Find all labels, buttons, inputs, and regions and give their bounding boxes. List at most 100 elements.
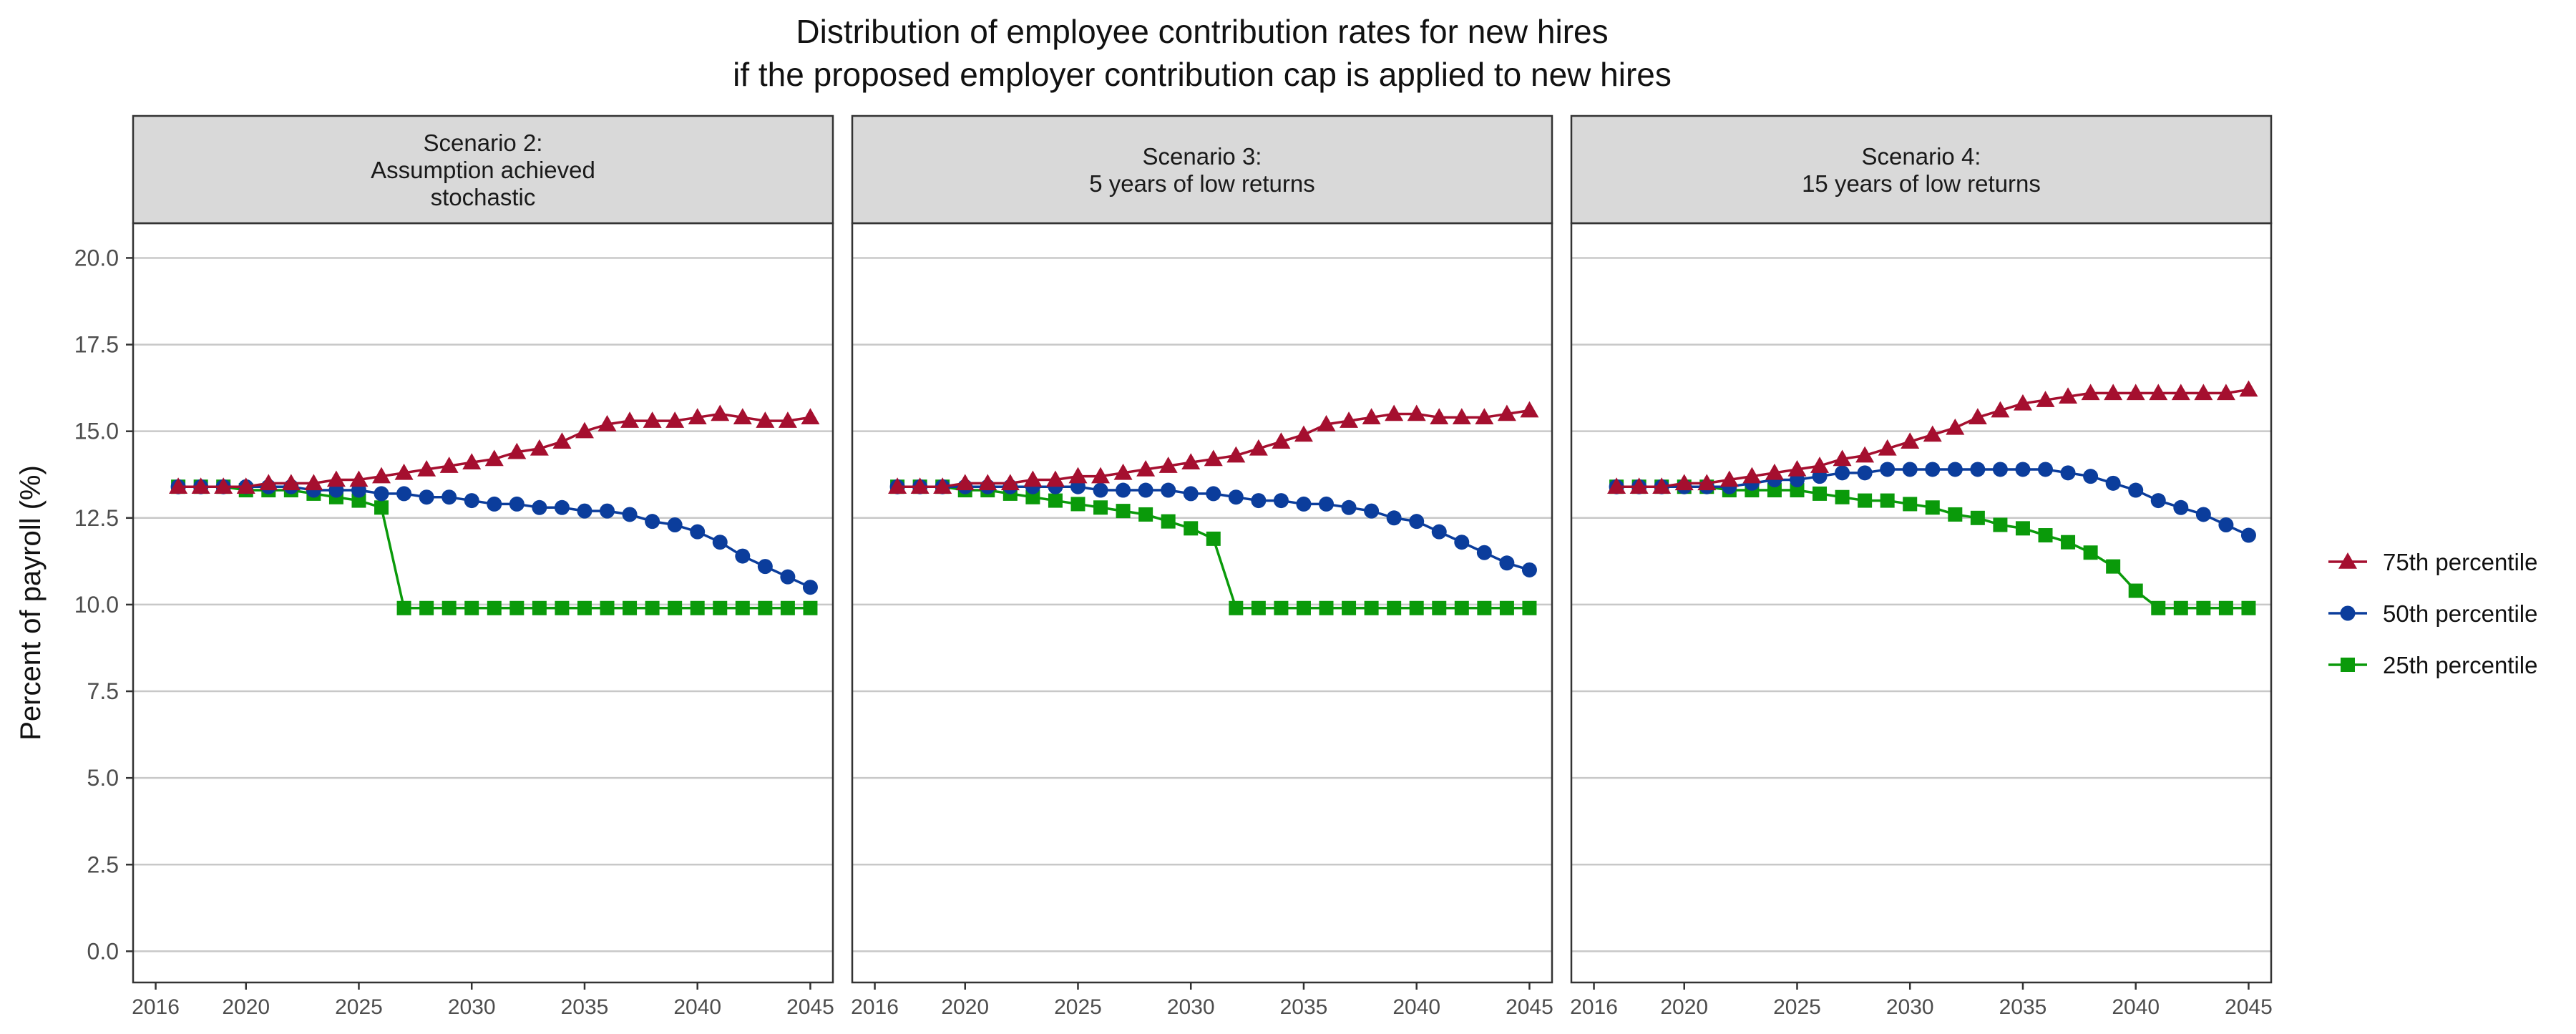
- x-tick-label: 2025: [335, 995, 383, 1019]
- data-point: [259, 474, 278, 491]
- data-point: [374, 486, 389, 502]
- x-tick-label: 2016: [132, 995, 180, 1019]
- data-point: [2061, 535, 2076, 550]
- data-point: [575, 421, 594, 439]
- data-point: [758, 600, 773, 615]
- data-point: [1925, 462, 1941, 477]
- x-tick-label: 2030: [448, 995, 496, 1019]
- strip-label: Scenario 3:: [1143, 143, 1262, 170]
- data-point: [532, 600, 547, 615]
- data-point: [623, 600, 638, 615]
- data-point: [2173, 600, 2188, 615]
- data-point: [374, 500, 389, 515]
- data-point: [554, 499, 570, 515]
- x-tick-label: 2040: [1392, 995, 1440, 1019]
- data-point: [1409, 600, 1424, 615]
- data-point: [597, 414, 617, 431]
- data-point: [1407, 404, 1426, 421]
- data-point: [1946, 418, 1965, 435]
- data-point: [1228, 489, 1244, 505]
- data-point: [1970, 462, 1986, 477]
- data-point: [1499, 600, 1514, 615]
- y-tick-label: 0.0: [87, 938, 119, 964]
- data-point: [1093, 482, 1108, 498]
- legend-key-marker: [2340, 605, 2356, 621]
- data-point: [1317, 414, 1336, 431]
- data-point: [1855, 446, 1875, 463]
- data-point: [2106, 559, 2121, 574]
- data-point: [2195, 507, 2211, 522]
- data-point: [645, 600, 660, 615]
- data-point: [888, 477, 907, 494]
- data-point: [1296, 600, 1311, 615]
- data-point: [372, 467, 391, 484]
- x-tick-label: 2040: [2112, 995, 2160, 1019]
- x-tick-label: 2045: [2225, 995, 2273, 1019]
- data-point: [1652, 477, 1672, 494]
- data-point: [735, 548, 751, 564]
- y-axis-title-group: Percent of payroll (%): [15, 465, 47, 741]
- data-point: [1023, 470, 1043, 487]
- data-point: [464, 493, 479, 509]
- data-point: [1835, 465, 1850, 481]
- facet-panel: Scenario 4:15 years of low returns 2016 20…: [1570, 114, 2273, 1019]
- x-tick-label: 2035: [561, 995, 609, 1019]
- data-point: [1454, 600, 1469, 615]
- y-tick-label: 12.5: [74, 505, 119, 531]
- data-point: [1993, 517, 2008, 532]
- x-tick-label: 2040: [673, 995, 721, 1019]
- data-point: [1629, 477, 1649, 494]
- data-point: [1880, 493, 1895, 508]
- data-point: [1161, 514, 1176, 529]
- data-point: [507, 442, 527, 459]
- legend-key-marker: [2341, 658, 2355, 672]
- data-point: [169, 477, 188, 494]
- data-point: [1226, 446, 1246, 463]
- data-point: [1878, 439, 1897, 456]
- data-point: [2083, 545, 2098, 560]
- data-point: [1857, 465, 1873, 481]
- strip-label: 5 years of low returns: [1089, 170, 1314, 197]
- data-point: [2171, 384, 2190, 401]
- x-tick-label: 2025: [1773, 995, 1821, 1019]
- data-point: [1968, 408, 1987, 425]
- data-point: [2060, 465, 2076, 481]
- data-point: [690, 524, 706, 540]
- data-point: [2240, 527, 2256, 543]
- data-point: [441, 489, 457, 505]
- data-point: [910, 477, 930, 494]
- data-point: [1810, 457, 1830, 473]
- data-point: [2173, 499, 2189, 515]
- data-point: [2149, 384, 2168, 401]
- x-tick-label: 2025: [1054, 995, 1102, 1019]
- data-point: [349, 470, 369, 487]
- data-point: [1452, 408, 1471, 425]
- facet-panel: Scenario 3:5 years of low returns 2016 202…: [851, 114, 1553, 1019]
- data-point: [1835, 489, 1850, 504]
- data-point: [236, 477, 255, 494]
- x-tick-label: 2016: [851, 995, 899, 1019]
- y-tick-label: 20.0: [74, 245, 119, 270]
- data-point: [1409, 514, 1425, 530]
- data-point: [712, 535, 728, 550]
- strip-background: [1570, 114, 2273, 225]
- series-p75: [1607, 380, 2258, 494]
- data-point: [735, 600, 750, 615]
- data-point: [530, 439, 549, 456]
- data-point: [1025, 489, 1040, 504]
- legend-label: 50th percentile: [2383, 600, 2537, 627]
- data-point: [1901, 432, 1920, 449]
- data-point: [1475, 408, 1494, 425]
- data-point: [978, 474, 997, 491]
- data-point: [1048, 493, 1063, 508]
- data-point: [1093, 500, 1108, 515]
- data-point: [304, 474, 323, 491]
- data-point: [1991, 401, 2010, 418]
- data-point: [780, 569, 796, 585]
- data-point: [1319, 600, 1334, 615]
- data-point: [1272, 432, 1291, 449]
- data-point: [2081, 384, 2100, 401]
- data-point: [214, 477, 233, 494]
- data-point: [1274, 600, 1289, 615]
